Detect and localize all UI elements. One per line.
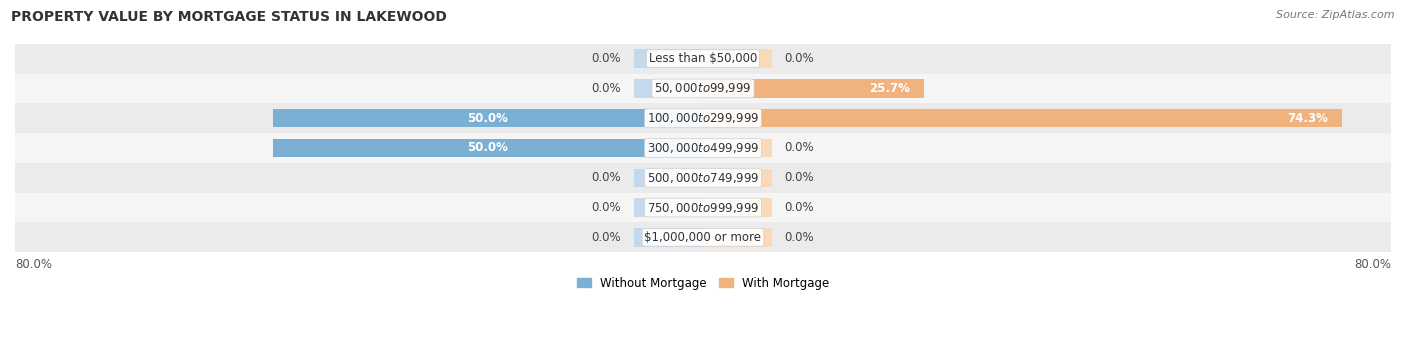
Bar xyxy=(15,103,1391,133)
Bar xyxy=(273,109,703,128)
Text: 0.0%: 0.0% xyxy=(785,52,814,65)
Text: PROPERTY VALUE BY MORTGAGE STATUS IN LAKEWOOD: PROPERTY VALUE BY MORTGAGE STATUS IN LAK… xyxy=(11,10,447,24)
Text: $300,000 to $499,999: $300,000 to $499,999 xyxy=(647,141,759,155)
Text: 50.0%: 50.0% xyxy=(468,142,509,154)
Bar xyxy=(703,228,772,247)
Text: 80.0%: 80.0% xyxy=(15,258,52,271)
Text: 80.0%: 80.0% xyxy=(1354,258,1391,271)
Text: $500,000 to $749,999: $500,000 to $749,999 xyxy=(647,171,759,185)
Bar xyxy=(15,74,1391,103)
Text: $1,000,000 or more: $1,000,000 or more xyxy=(644,231,762,244)
Text: 0.0%: 0.0% xyxy=(592,231,621,244)
Bar xyxy=(634,79,703,98)
Bar xyxy=(273,139,703,157)
Text: 25.7%: 25.7% xyxy=(869,82,910,95)
Text: 0.0%: 0.0% xyxy=(785,142,814,154)
Text: Less than $50,000: Less than $50,000 xyxy=(648,52,758,65)
Bar xyxy=(703,109,1341,128)
Text: 0.0%: 0.0% xyxy=(785,201,814,214)
Text: 0.0%: 0.0% xyxy=(785,231,814,244)
Bar xyxy=(634,49,703,68)
Bar xyxy=(273,139,703,157)
Bar xyxy=(634,168,703,187)
Text: 0.0%: 0.0% xyxy=(592,171,621,184)
Text: $100,000 to $299,999: $100,000 to $299,999 xyxy=(647,111,759,125)
Text: 0.0%: 0.0% xyxy=(785,171,814,184)
Bar xyxy=(703,198,772,217)
Bar xyxy=(634,228,703,247)
Text: $750,000 to $999,999: $750,000 to $999,999 xyxy=(647,201,759,214)
Bar xyxy=(703,139,772,157)
Bar xyxy=(273,109,703,128)
Bar xyxy=(15,193,1391,222)
Text: 0.0%: 0.0% xyxy=(592,82,621,95)
Bar xyxy=(15,133,1391,163)
Legend: Without Mortgage, With Mortgage: Without Mortgage, With Mortgage xyxy=(572,272,834,294)
Bar xyxy=(703,79,924,98)
Text: 0.0%: 0.0% xyxy=(592,52,621,65)
Bar xyxy=(15,44,1391,74)
Text: 50.0%: 50.0% xyxy=(468,112,509,125)
Bar xyxy=(15,163,1391,193)
Text: Source: ZipAtlas.com: Source: ZipAtlas.com xyxy=(1277,10,1395,20)
Bar xyxy=(703,79,924,98)
Bar xyxy=(703,168,772,187)
Text: $50,000 to $99,999: $50,000 to $99,999 xyxy=(654,81,752,95)
Text: 74.3%: 74.3% xyxy=(1286,112,1329,125)
Bar xyxy=(703,109,1341,128)
Bar xyxy=(634,198,703,217)
Bar xyxy=(15,222,1391,252)
Text: 0.0%: 0.0% xyxy=(592,201,621,214)
Bar xyxy=(703,49,772,68)
